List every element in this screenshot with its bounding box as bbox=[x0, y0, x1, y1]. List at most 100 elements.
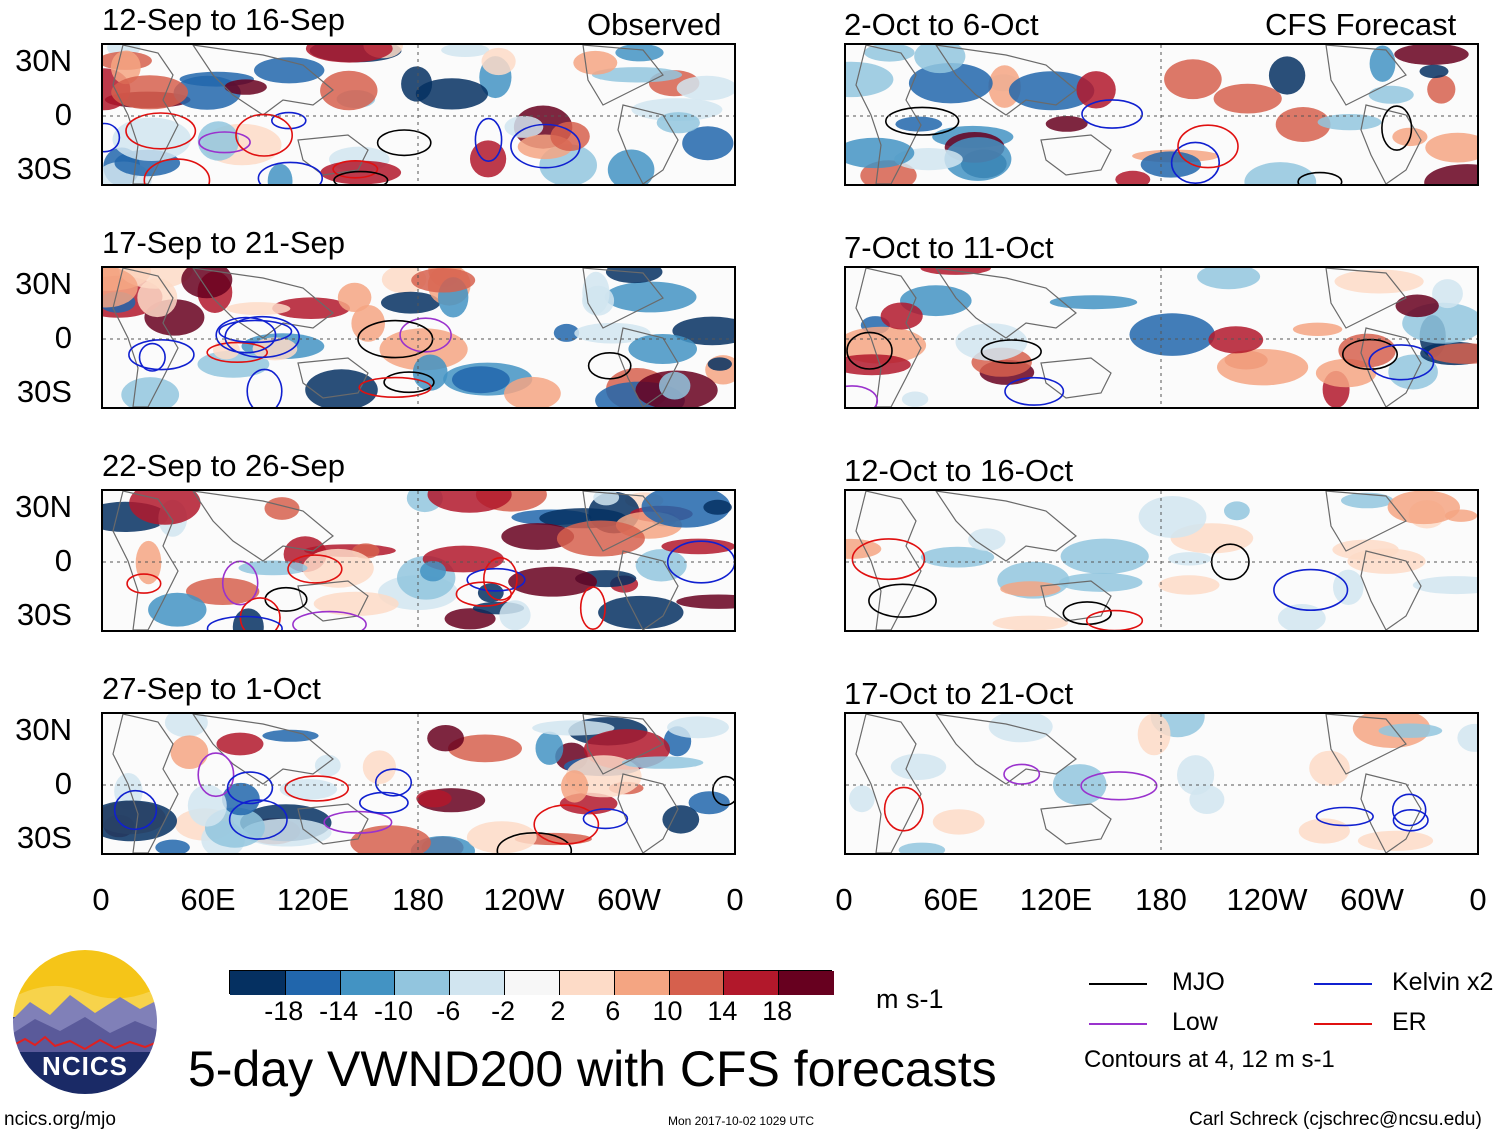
lat-label: 30S bbox=[16, 820, 72, 855]
anomaly-blob bbox=[582, 285, 615, 316]
footer-url[interactable]: ncics.org/mjo bbox=[4, 1109, 116, 1130]
anomaly-blob bbox=[1357, 830, 1434, 851]
anomaly-blob bbox=[427, 725, 464, 752]
wave-contour bbox=[138, 342, 166, 372]
anomaly-blob bbox=[181, 268, 233, 299]
wave-contour bbox=[496, 832, 573, 853]
anomaly-blob bbox=[1076, 71, 1116, 109]
anomaly-blob bbox=[197, 350, 270, 378]
legend-label-er: ER bbox=[1392, 1008, 1427, 1036]
anomaly-blob bbox=[1060, 538, 1149, 574]
colorbar-tick-label: -18 bbox=[264, 996, 304, 1026]
map-panel-obs-2 bbox=[101, 266, 736, 409]
anomaly-blob bbox=[1395, 294, 1439, 318]
anomaly-blob bbox=[1341, 492, 1394, 509]
panel-title-obs-1: 12-Sep to 16-Sep bbox=[102, 2, 346, 37]
wave-contour bbox=[323, 810, 393, 834]
wave-contour bbox=[851, 538, 926, 581]
wave-contour bbox=[143, 158, 211, 184]
wave-contour bbox=[383, 371, 435, 394]
colorbar-tick-label: -10 bbox=[373, 996, 413, 1026]
anomaly-blob bbox=[662, 805, 700, 834]
anomaly-blob bbox=[1158, 575, 1220, 595]
anomaly-blob bbox=[1115, 170, 1151, 184]
wave-contour bbox=[884, 106, 960, 136]
colorbar-swatch bbox=[339, 971, 396, 995]
wave-contour bbox=[264, 586, 308, 612]
wave-contour bbox=[103, 122, 121, 153]
anomaly-blob bbox=[110, 50, 141, 85]
coastline bbox=[1325, 45, 1407, 106]
map-field bbox=[846, 714, 1477, 853]
anomaly-blob bbox=[222, 782, 260, 816]
wave-contour bbox=[206, 615, 283, 630]
legend-line-er bbox=[1314, 1023, 1372, 1025]
wave-contour bbox=[292, 610, 367, 630]
anomaly-blob bbox=[148, 592, 207, 627]
wave-contour bbox=[1381, 105, 1413, 151]
anomaly-blob bbox=[1217, 349, 1309, 386]
legend-line-kelvin bbox=[1314, 983, 1372, 985]
coastline bbox=[617, 773, 679, 853]
wave-contour bbox=[224, 315, 300, 359]
wave-contour bbox=[712, 775, 734, 806]
anomaly-blob bbox=[501, 523, 575, 550]
anomaly-blob bbox=[1208, 326, 1264, 354]
wave-contour bbox=[374, 768, 413, 797]
anomaly-blob bbox=[1457, 723, 1477, 752]
colorbar-tick-label: 14 bbox=[707, 996, 738, 1026]
wave-contour bbox=[333, 170, 389, 184]
wave-contour bbox=[126, 573, 162, 594]
colorbar-swatch bbox=[613, 971, 670, 995]
anomaly-blob bbox=[508, 566, 597, 597]
wave-contour bbox=[228, 799, 288, 840]
anomaly-blob bbox=[667, 716, 729, 739]
coastline bbox=[617, 327, 679, 407]
lat-label: 0 bbox=[54, 543, 72, 578]
anomaly-blob bbox=[682, 126, 734, 161]
footer-timestamp: Mon 2017-10-02 1029 UTC bbox=[668, 1114, 815, 1128]
anomaly-blob bbox=[504, 376, 561, 407]
anomaly-blob bbox=[688, 791, 730, 815]
anomaly-blob bbox=[381, 291, 441, 314]
coastline bbox=[297, 357, 369, 399]
coastline bbox=[855, 714, 922, 853]
coastline bbox=[112, 45, 179, 184]
anomaly-blob bbox=[703, 499, 732, 515]
map-field bbox=[846, 491, 1477, 630]
wave-contour bbox=[1392, 809, 1429, 832]
colorbar-tick-label: -6 bbox=[436, 996, 461, 1026]
wave-contour bbox=[332, 160, 379, 179]
anomaly-blob bbox=[672, 316, 734, 346]
wave-contour bbox=[466, 567, 526, 592]
colorbar-swatch bbox=[230, 971, 286, 995]
wave-contour bbox=[579, 586, 606, 630]
lat-label: 30S bbox=[16, 597, 72, 632]
coastline bbox=[582, 714, 664, 775]
anomaly-blob bbox=[238, 560, 308, 576]
anomaly-blob bbox=[574, 322, 651, 344]
anomaly-blob bbox=[111, 75, 188, 110]
anomaly-blob bbox=[1338, 333, 1396, 368]
wave-contour bbox=[284, 775, 349, 802]
anomaly-blob bbox=[302, 548, 374, 588]
coastline bbox=[1040, 803, 1112, 845]
anomaly-blob bbox=[1168, 552, 1212, 566]
anomaly-blob bbox=[187, 784, 227, 827]
colorbar-tick-label: -2 bbox=[491, 996, 516, 1026]
anomaly-blob bbox=[481, 47, 516, 76]
figure-title: 5-day VWND200 with CFS forecasts bbox=[188, 1041, 997, 1097]
anomaly-blob bbox=[1138, 496, 1207, 538]
wave-contour bbox=[113, 789, 158, 831]
wave-contour bbox=[482, 557, 518, 601]
colorbar-tick-label: 18 bbox=[762, 996, 793, 1026]
anomaly-blob bbox=[707, 357, 732, 371]
anomaly-blob bbox=[607, 149, 655, 184]
wave-contour bbox=[582, 808, 629, 830]
lat-label: 0 bbox=[54, 766, 72, 801]
coastline bbox=[192, 491, 334, 562]
lat-label: 30S bbox=[16, 151, 72, 186]
anomaly-blob bbox=[1427, 75, 1456, 104]
wave-contour bbox=[980, 339, 1042, 365]
coastline bbox=[1040, 134, 1112, 176]
